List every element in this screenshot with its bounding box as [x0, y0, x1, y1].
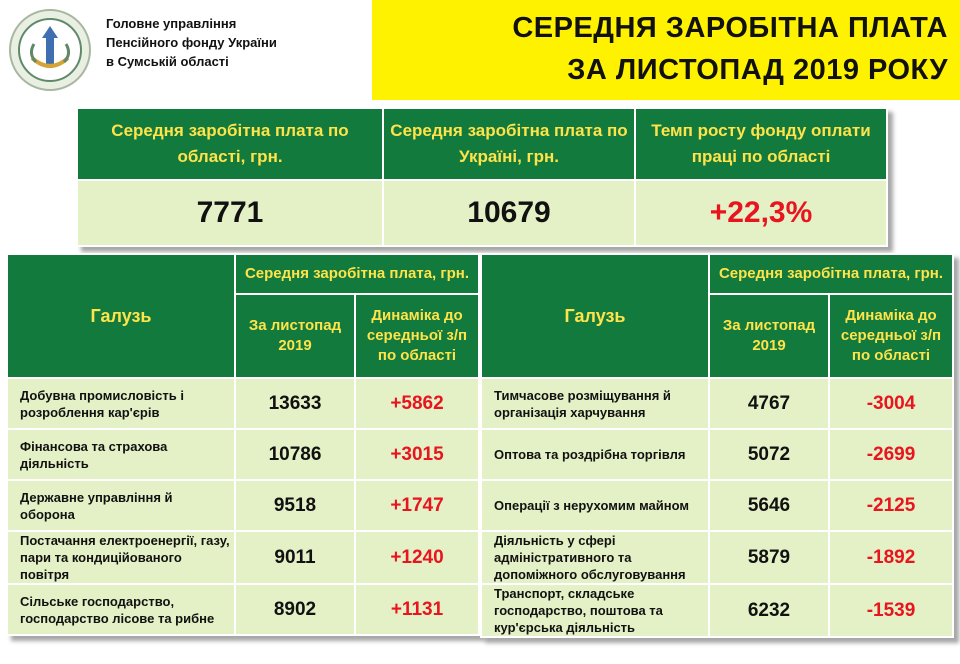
sector-name: Постачання електроенергії, газу, пари та… [6, 530, 236, 585]
table-row: Постачання електроенергії, газу, пари та… [6, 530, 480, 585]
sector-name: Діяльність у сфері адміністративного та … [480, 530, 710, 585]
summary-header-growth-rate: Темп росту фонду оплати праці по області [634, 107, 888, 181]
column-header-dynamics: Динаміка до середньої з/п по області [828, 293, 954, 379]
sector-name: Транспорт, складське господарство, пошто… [480, 583, 710, 638]
dynamics-value: -3004 [828, 377, 954, 430]
dynamics-value: +5862 [354, 377, 480, 430]
sector-name: Оптова та роздрібна торгівля [480, 428, 710, 481]
sector-name: Сільське господарство, господарство лісо… [6, 583, 236, 636]
page-title-line: СЕРЕДНЯ ЗАРОБІТНА ПЛАТА [512, 12, 948, 44]
salary-value: 5072 [708, 428, 830, 481]
dynamics-value: +3015 [354, 428, 480, 481]
dynamics-value: -1539 [828, 583, 954, 638]
salary-value: 5879 [708, 530, 830, 585]
summary-value-growth-rate: +22,3% [634, 179, 888, 247]
salary-value: 10786 [234, 428, 356, 481]
dynamics-value: -1892 [828, 530, 954, 585]
salary-value: 6232 [708, 583, 830, 638]
pension-fund-emblem-icon [9, 9, 91, 91]
table-row: Державне управління й оборона 9518 +1747 [6, 479, 480, 532]
salary-value: 8902 [234, 583, 356, 636]
column-header-sector: Галузь [480, 253, 710, 379]
header-logo-area: Головне управління Пенсійного фонду Укра… [0, 0, 370, 100]
salary-value: 4767 [708, 377, 830, 430]
organization-name: Головне управління Пенсійного фонду Укра… [106, 14, 356, 71]
dynamics-value: +1747 [354, 479, 480, 532]
column-header-sector: Галузь [6, 253, 236, 379]
org-line: Пенсійного фонду України [106, 35, 277, 50]
page-title-line: ЗА ЛИСТОПАД 2019 РОКУ [567, 54, 948, 86]
table-row: Добувна промисловість і розроблення кар'… [6, 377, 480, 430]
salary-value: 5646 [708, 479, 830, 532]
table-row: Діяльність у сфері адміністративного та … [480, 530, 954, 585]
sector-name: Операції з нерухомим майном [480, 479, 710, 532]
column-header-salary-group: Середня заробітна плата, грн. [708, 253, 954, 295]
column-header-month: За листопад 2019 [234, 293, 356, 379]
salary-value: 9518 [234, 479, 356, 532]
summary-value-region-avg: 7771 [76, 179, 384, 247]
column-header-dynamics: Динаміка до середньої з/п по області [354, 293, 480, 379]
dynamics-value: +1240 [354, 530, 480, 585]
industries-above-average-table: Галузь Середня заробітна плата, грн. За … [6, 253, 480, 636]
table-row: Фінансова та страхова діяльність 10786 +… [6, 428, 480, 481]
dynamics-value: +1131 [354, 583, 480, 636]
salary-value: 13633 [234, 377, 356, 430]
table-row: Тимчасове розміщування й організація хар… [480, 377, 954, 430]
summary-header-ukraine-avg: Середня заробітна плата по Україні, грн. [382, 107, 636, 181]
summary-table: Середня заробітна плата по області, грн.… [76, 107, 888, 247]
table-row: Транспорт, складське господарство, пошто… [480, 583, 954, 638]
sector-name: Тимчасове розміщування й організація хар… [480, 377, 710, 430]
table-row: Сільське господарство, господарство лісо… [6, 583, 480, 636]
sector-name: Державне управління й оборона [6, 479, 236, 532]
org-line: в Сумській області [106, 54, 229, 69]
summary-value-ukraine-avg: 10679 [382, 179, 636, 247]
column-header-salary-group: Середня заробітна плата, грн. [234, 253, 480, 295]
page-title-banner: СЕРЕДНЯ ЗАРОБІТНА ПЛАТА ЗА ЛИСТОПАД 2019… [372, 0, 960, 100]
industries-below-average-table: Галузь Середня заробітна плата, грн. За … [480, 253, 954, 638]
salary-value: 9011 [234, 530, 356, 585]
dynamics-value: -2125 [828, 479, 954, 532]
org-line: Головне управління [106, 16, 237, 31]
summary-header-region-avg: Середня заробітна плата по області, грн. [76, 107, 384, 181]
dynamics-value: -2699 [828, 428, 954, 481]
table-row: Оптова та роздрібна торгівля 5072 -2699 [480, 428, 954, 481]
sector-name: Фінансова та страхова діяльність [6, 428, 236, 481]
sector-name: Добувна промисловість і розроблення кар'… [6, 377, 236, 430]
table-row: Операції з нерухомим майном 5646 -2125 [480, 479, 954, 532]
column-header-month: За листопад 2019 [708, 293, 830, 379]
